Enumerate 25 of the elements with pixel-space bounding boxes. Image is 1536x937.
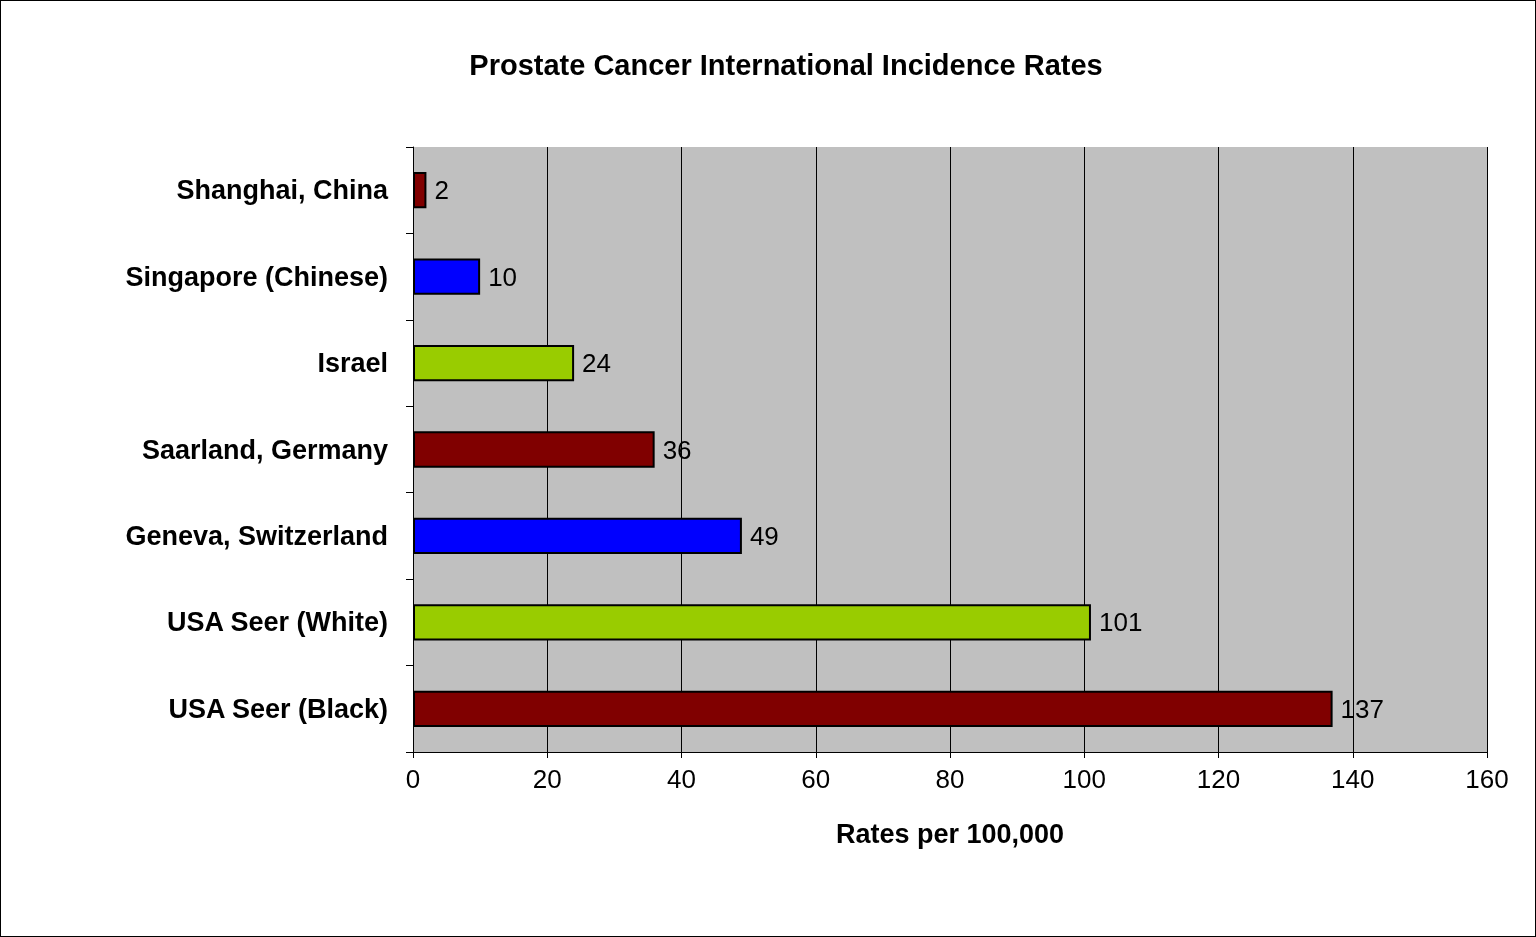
- data-label: 24: [582, 348, 612, 379]
- y-tick-label: Shanghai, China: [176, 175, 389, 206]
- x-tick-label: 80: [935, 764, 965, 794]
- x-tick-label: 140: [1331, 764, 1375, 794]
- y-tick-label: Geneva, Switzerland: [125, 520, 388, 551]
- y-tick-label: Israel: [317, 348, 388, 379]
- x-tick-label: 120: [1196, 764, 1241, 794]
- bar: [413, 258, 481, 295]
- y-tick-label: USA Seer (White): [166, 607, 388, 638]
- x-tick-label: 160: [1465, 764, 1509, 794]
- bar: [413, 172, 427, 209]
- y-tick-label: Singapore (Chinese): [125, 261, 388, 292]
- x-tick-label: 40: [667, 764, 696, 794]
- x-tick-label: 0: [405, 764, 421, 794]
- chart-title: Prostate Cancer International Incidence Rates: [469, 48, 1103, 81]
- data-label: 2: [434, 175, 449, 206]
- data-label: 101: [1098, 607, 1143, 638]
- x-tick-label: 20: [532, 764, 562, 794]
- x-axis-title: Rates per 100,000: [835, 818, 1065, 849]
- y-tick-label: Saarland, Germany: [141, 434, 388, 465]
- data-label: 49: [749, 520, 779, 551]
- data-label: 10: [488, 261, 518, 292]
- x-tick-label: 100: [1062, 764, 1106, 794]
- y-tick-label: USA Seer (Black): [168, 693, 388, 724]
- x-tick-label: 60: [801, 764, 831, 794]
